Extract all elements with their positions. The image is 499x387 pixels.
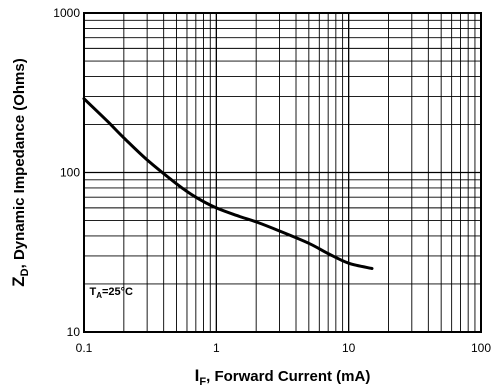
y-tick-label: 10 (67, 325, 81, 339)
grid-lines (83, 13, 481, 333)
plot-frame (83, 12, 482, 333)
x-axis-label: IF, Forward Current (mA) (195, 366, 371, 387)
x-tick-label: 1 (213, 341, 220, 355)
y-tick-labels: 10 100 1000 (53, 6, 80, 339)
y-tick-label: 100 (60, 166, 80, 180)
impedance-curve (82, 97, 374, 270)
x-tick-labels: 0.1 1 10 100 (76, 341, 492, 355)
x-tick-label: 100 (471, 341, 491, 355)
series-layer (82, 97, 374, 270)
temperature-annotation: TA=25°C (89, 286, 133, 300)
y-tick-label: 1000 (53, 6, 80, 20)
x-tick-label: 10 (342, 341, 356, 355)
x-tick-label: 0.1 (76, 341, 93, 355)
y-axis-label: ZD, Dynamic Impedance (Ohms) (9, 58, 31, 286)
